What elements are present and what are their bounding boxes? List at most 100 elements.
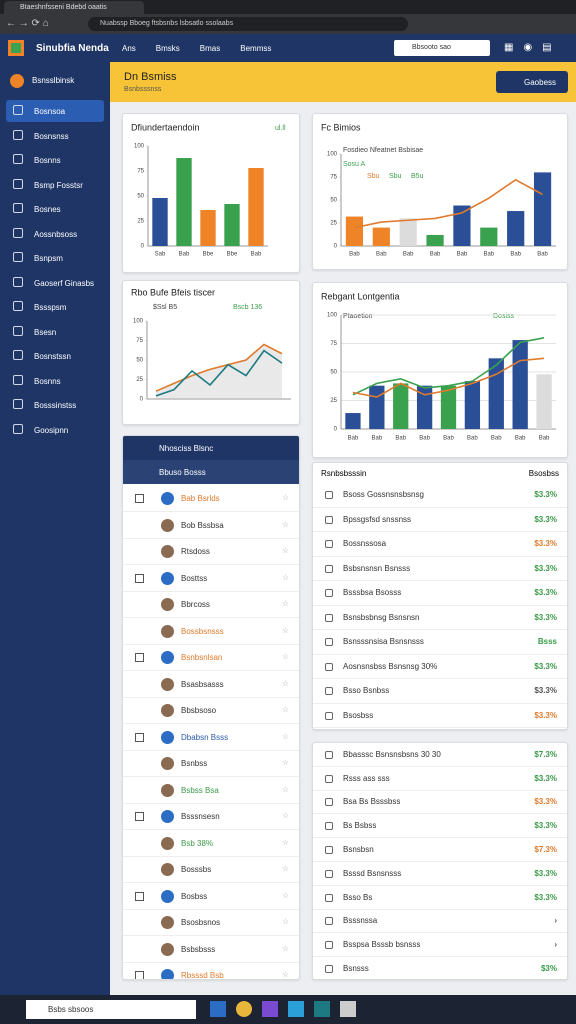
legend-text: $Ssl B5 — [153, 304, 177, 311]
list-title-right: Bsosbss — [528, 469, 559, 478]
row-icon — [135, 494, 144, 503]
browser-tab[interactable]: Btaeshnfsseni Bdebd oaatis — [4, 1, 144, 14]
search-box[interactable]: Bbsooto sao — [394, 40, 490, 56]
list-row[interactable]: Bsbsnsnsn Bsnsss $3.3% — [313, 557, 567, 581]
row-icon — [325, 774, 333, 783]
sidebar-item[interactable]: Bosnsoa — [6, 100, 104, 122]
star: ☆ — [281, 493, 289, 502]
list-row[interactable]: Bsnsss $3% — [313, 957, 567, 979]
avatar — [161, 810, 174, 823]
row-icon — [325, 638, 333, 647]
list-row[interactable]: Bbasssc Bsnsnsbsns 30 30 $7.3% — [313, 743, 567, 767]
y-tick-label: 25 — [136, 377, 143, 383]
list-row[interactable]: Bsssnsesn ☆ — [123, 804, 299, 830]
star: ☆ — [281, 758, 289, 767]
list-row[interactable]: Rsss ass sss $3.3% — [313, 767, 567, 791]
sidebar-item[interactable]: Bsmp Fosstsr — [34, 180, 83, 190]
sidebar-item[interactable]: Bosnns — [34, 376, 61, 386]
list-row[interactable]: Bpssgsfsd snssnss $3.3% — [313, 508, 567, 532]
nav-item[interactable]: Bmas — [199, 44, 221, 53]
list-row[interactable]: Dbabsn Bsss ☆ — [123, 725, 299, 751]
amount: $7.3% — [534, 749, 557, 759]
header-icons[interactable]: ▦◉▤ — [504, 42, 562, 53]
sidebar-item[interactable]: Bosnstssn — [34, 352, 71, 361]
star: ☆ — [281, 784, 289, 794]
list-row[interactable]: Bossnssosa $3.3% — [313, 532, 567, 557]
list-row[interactable]: Bossbsnsss ☆ — [123, 619, 299, 645]
avatar — [161, 651, 174, 664]
list-text: Bpssgsfsd snssnss — [343, 514, 412, 524]
list-row[interactable]: Bsssnssa › — [313, 910, 567, 934]
sidebar-icon — [13, 423, 23, 434]
address-bar[interactable]: Nuabssp Bboeg ftsbsnbs lsbsatlo ssolaabs — [88, 17, 408, 31]
list-row[interactable]: Bsnbss ☆ — [123, 751, 299, 777]
list-text: Bsa Bs Bsssbss — [343, 797, 401, 807]
list-row[interactable]: Bsso Bsnbss $3.3% — [313, 679, 567, 704]
row-icon — [325, 589, 333, 598]
list-row[interactable]: Bsbsbsss ☆ — [123, 937, 299, 963]
top-nav: Ans Bmsks Bmas Bemmss — [122, 44, 271, 53]
list-text: Bsnsbsbnsg Bsnsnsn — [343, 612, 420, 622]
sidebar-item[interactable]: Bsnpsm — [34, 254, 63, 263]
logo — [8, 40, 24, 56]
sidebar-top[interactable]: Bsnsslbinsk — [32, 76, 75, 85]
list-row[interactable]: Bsasbsasss ☆ — [123, 672, 299, 698]
sidebar-item[interactable]: Bosnes — [34, 205, 61, 214]
taskbar-search[interactable]: Bsbs sbsoos — [26, 1000, 196, 1019]
list-row[interactable]: Bsbss Bsa ☆ — [123, 778, 299, 804]
sidebar-item[interactable]: Bosnsnss — [34, 131, 69, 141]
list-row[interactable]: Bsosbsnos ☆ — [123, 910, 299, 936]
avatar — [161, 783, 174, 797]
list-row[interactable]: Bsnsbsn $7.3% — [313, 838, 567, 862]
sidebar-item[interactable]: Bosssinstss — [34, 401, 77, 410]
list-row[interactable]: Bosttss ☆ — [123, 566, 299, 592]
list-row[interactable]: Bs Bsbss $3.3% — [313, 814, 567, 839]
list-row[interactable]: Rbsssd Bsb ☆ — [123, 963, 299, 979]
list-row[interactable]: Bob Bssbsa ☆ — [123, 513, 299, 539]
avatar — [161, 757, 174, 770]
nav-item[interactable]: Ans — [122, 44, 136, 53]
sidebar-icon — [13, 276, 23, 287]
sidebar-item[interactable]: Bssspsm — [34, 303, 67, 312]
list-row[interactable]: Bsssbsa Bsosss $3.3% — [313, 581, 567, 606]
list-row[interactable]: Bsso Bs $3.3% — [313, 886, 567, 910]
chart-title: Fc Bimios — [321, 122, 361, 132]
list-row[interactable]: Bsa Bs Bsssbss $3.3% — [313, 791, 567, 815]
sidebar-item[interactable]: Bosnns — [34, 156, 61, 165]
list-row[interactable]: Bsnsssnsisa Bsnsnsss Bsss — [313, 630, 567, 655]
bar — [372, 227, 390, 246]
list-row[interactable]: Bsnsbsbnsg Bsnsnsn $3.3% — [313, 606, 567, 630]
list-row[interactable]: Bab Bsrlds ☆ — [123, 486, 299, 512]
banner-button[interactable]: Gaobess — [496, 71, 568, 93]
list-row[interactable]: Bosbss ☆ — [123, 884, 299, 910]
star: ☆ — [281, 678, 289, 688]
sidebar-item[interactable]: Gaoserf Ginasbs — [34, 278, 95, 288]
sidebar-item[interactable]: Goosipnn — [34, 425, 69, 435]
list-row[interactable]: Bbrcoss ☆ — [123, 592, 299, 618]
nav-buttons[interactable]: ← → ⟳ ⌂ — [6, 18, 49, 29]
list-row[interactable]: Bsosbss $3.3% — [313, 704, 567, 728]
list-row[interactable]: Bsb 38% ☆ — [123, 831, 299, 857]
list-row[interactable]: Bsspsa Bsssb bsnsss › — [313, 933, 567, 958]
list-row[interactable]: Aosnsnsbss Bsnsnsg 30% $3.3% — [313, 655, 567, 679]
list-row[interactable]: Bsssd Bsnsnsss $3.3% — [313, 862, 567, 886]
star: ☆ — [281, 970, 289, 979]
list-text: Bsnsssnsisa Bsnsnsss — [343, 637, 424, 647]
nav-item[interactable]: Bemmss — [240, 44, 272, 53]
y-tick-label: 0 — [141, 244, 145, 250]
list-row[interactable]: Bsnbsnlsan ☆ — [123, 645, 299, 671]
list-row[interactable]: Rtsdoss ☆ — [123, 539, 299, 565]
avatar — [161, 545, 174, 558]
sidebar-icon — [13, 129, 23, 140]
list-text: Bsssnsesn — [181, 812, 220, 821]
list-row[interactable]: Bsoss Gossnsnsbsnsg $3.3% — [313, 483, 567, 508]
brand: Sinubfia Nenda — [36, 43, 109, 54]
nav-item[interactable]: Bmsks — [155, 44, 180, 53]
avatar — [161, 492, 174, 505]
list-row[interactable]: Bbsbsoso ☆ — [123, 698, 299, 724]
sidebar-item[interactable]: Bsesn — [34, 327, 57, 337]
sidebar-icon — [13, 399, 23, 409]
list-row[interactable]: Bosssbs ☆ — [123, 857, 299, 883]
sidebar-item[interactable]: Aossnbsoss — [34, 229, 78, 239]
sidebar-icon — [13, 350, 23, 360]
